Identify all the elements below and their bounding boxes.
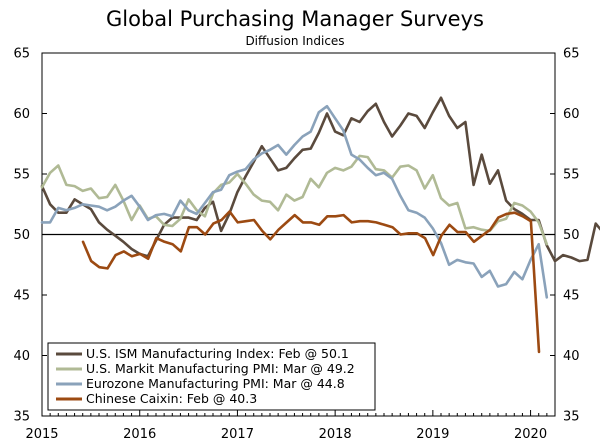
series-line-eurozone-manufacturing-pmi [40,104,549,299]
series-line-u-s-markit-manufacturing-pmi [40,154,549,246]
y-tick-label-right: 55 [563,168,580,183]
y-tick-label-left: 60 [13,107,30,122]
series-lines [40,96,600,354]
legend-label-eurozone: Eurozone Manufacturing PMI: Mar @ 44.8 [86,376,345,391]
y-tick-label-right: 60 [563,107,580,122]
y-tick-label-left: 40 [13,349,30,364]
y-tick-label-right: 40 [563,349,580,364]
legend: U.S. ISM Manufacturing Index: Feb @ 50.1… [47,342,376,411]
y-tick-label-right: 65 [563,47,580,62]
x-tick-label: 2015 [25,427,58,442]
y-tick-label-right: 45 [563,289,580,304]
y-axis-left-labels: 35 40 45 50 55 60 65 [13,47,30,425]
x-tick-label: 2016 [123,427,156,442]
legend-label-markit: U.S. Markit Manufacturing PMI: Mar @ 49.… [86,361,355,376]
series-line-chinese-caixin [81,210,541,354]
series-line-u-s-ism-manufacturing-index [40,96,600,263]
y-axis-right-labels: 35 40 45 50 55 60 65 [563,47,580,425]
legend-box [47,342,376,411]
x-tick-label: 2020 [514,427,547,442]
axis-ticks [41,52,556,417]
y-tick-label-left: 45 [13,289,30,304]
x-tick-label: 2018 [319,427,352,442]
y-tick-label-right: 35 [563,410,580,425]
y-tick-label-left: 50 [13,228,30,243]
chart-title: Global Purchasing Manager Surveys [106,7,484,31]
y-tick-label-right: 50 [563,228,580,243]
y-tick-label-left: 35 [13,410,30,425]
y-tick-label-left: 65 [13,47,30,62]
legend-label-caixin: Chinese Caixin: Feb @ 40.3 [86,391,257,406]
x-axis-labels: 2015 2016 2017 2018 2019 2020 [25,427,547,442]
chart-subtitle: Diffusion Indices [245,34,344,48]
legend-label-ism: U.S. ISM Manufacturing Index: Feb @ 50.1 [86,346,349,361]
x-tick-label: 2017 [221,427,254,442]
y-tick-label-left: 55 [13,168,30,183]
x-tick-label: 2019 [416,427,449,442]
